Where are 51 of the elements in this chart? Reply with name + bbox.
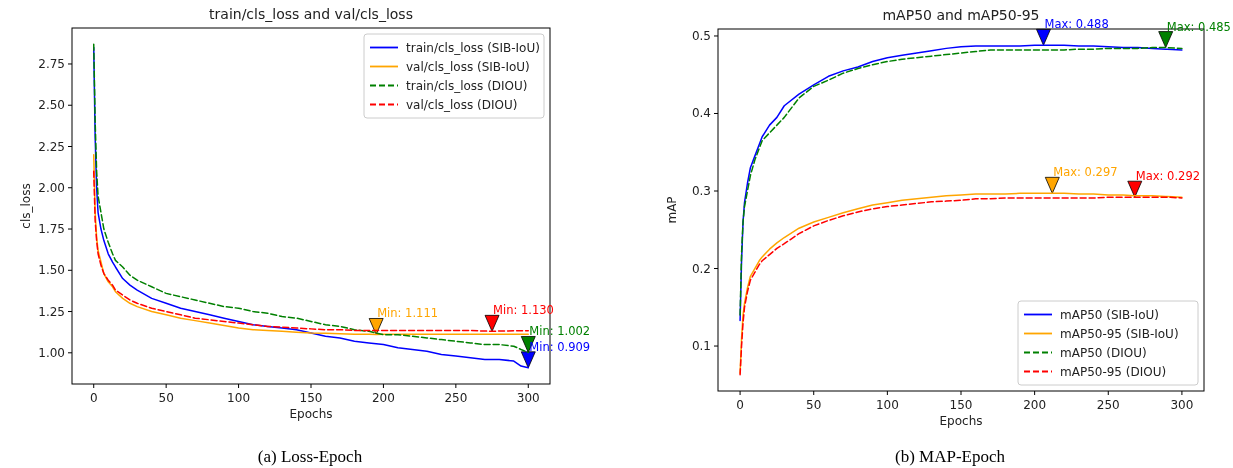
y-tick-label: 1.00 <box>38 345 65 360</box>
annotation: Max: 0.488 <box>1044 17 1109 32</box>
x-tick-label: 150 <box>299 391 323 405</box>
y-tick-label: 0.4 <box>691 106 711 121</box>
legend-label: train/cls_loss (DIOU) <box>406 78 528 93</box>
text: (b) MAP-Epoch <box>894 447 1006 466</box>
x-tick-label: 50 <box>806 398 822 412</box>
x-axis-title: Epochs <box>289 407 333 421</box>
y-tick-label: 1.50 <box>38 263 65 278</box>
annotation: Max: 0.297 <box>1053 165 1118 180</box>
x-tick-label: 0 <box>89 391 98 405</box>
annotation: Min: 1.111 <box>377 306 439 321</box>
y-tick-label: 0.3 <box>691 184 711 199</box>
legend-label: mAP50 (SIB-IoU) <box>1060 307 1159 322</box>
legend-label: mAP50-95 (SIB-IoU) <box>1060 326 1179 341</box>
annotation: Min: 1.130 <box>493 303 554 318</box>
x-tick-label: 200 <box>371 391 395 405</box>
y-tick-label: 2.25 <box>38 139 65 154</box>
text: (a) Loss-Epoch <box>257 447 363 466</box>
x-tick-label: 300 <box>516 391 540 405</box>
x-tick-label: 0 <box>736 398 744 412</box>
x-tick-label: 250 <box>444 391 468 405</box>
y-tick-label: 0.5 <box>691 28 711 43</box>
chart-title: train/cls_loss and val/cls_loss <box>209 6 413 22</box>
legend-label: val/cls_loss (DIOU) <box>406 97 518 112</box>
x-tick-label: 250 <box>1096 398 1120 412</box>
annotation: Max: 0.485 <box>1166 19 1231 34</box>
x-tick-label: 100 <box>227 391 251 405</box>
legend-label: train/cls_loss (SIB-IoU) <box>406 40 540 55</box>
legend-label: val/cls_loss (SIB-IoU) <box>406 59 530 74</box>
y-tick-label: 0.2 <box>691 261 711 276</box>
x-axis-title: Epochs <box>939 414 983 428</box>
annotation: Min: 0.909 <box>529 339 591 354</box>
y-tick-label: 0.1 <box>691 339 711 354</box>
annotation: Max: 0.292 <box>1135 169 1201 184</box>
y-tick-label: 1.75 <box>38 222 65 237</box>
legend-label: mAP50 (DIOU) <box>1060 345 1147 360</box>
chart-title: mAP50 and mAP50-95 <box>882 7 1040 23</box>
x-tick-label: 200 <box>1023 398 1047 412</box>
y-tick-label: 2.00 <box>38 180 65 195</box>
x-tick-label: 150 <box>949 398 973 412</box>
x-tick-label: 100 <box>875 398 899 412</box>
x-tick-label: 300 <box>1170 398 1194 412</box>
y-tick-label: 2.50 <box>38 98 65 113</box>
y-tick-label: 2.75 <box>38 56 65 71</box>
x-tick-label: 50 <box>158 391 174 405</box>
annotation: Min: 1.002 <box>529 324 591 339</box>
y-axis-title: mAP <box>665 196 679 224</box>
y-tick-label: 1.25 <box>38 304 65 319</box>
y-axis-title: cls_loss <box>19 183 33 229</box>
legend-label: mAP50-95 (DIOU) <box>1060 364 1167 379</box>
